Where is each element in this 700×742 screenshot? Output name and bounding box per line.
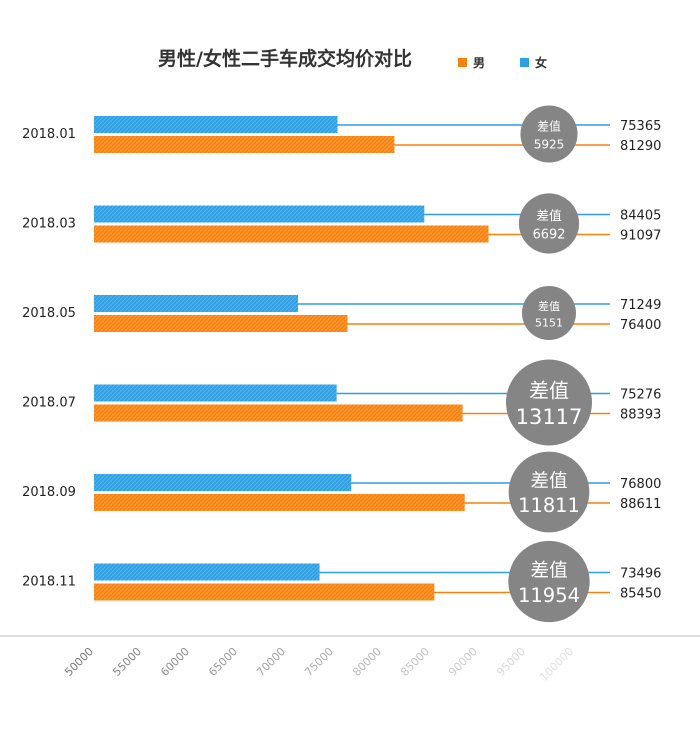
x-tick-label-6: 80000 [350, 645, 384, 679]
bar-female-texture-5 [94, 563, 320, 581]
category-label-4: 2018.09 [22, 485, 76, 500]
legend-swatch-1 [520, 58, 529, 67]
bar-male-texture-4 [94, 494, 465, 511]
value-female-5: 73496 [620, 567, 661, 582]
bar-male-texture-2 [94, 315, 348, 332]
bar-female-texture-4 [94, 474, 352, 491]
difference-bubble-3 [506, 359, 592, 446]
difference-title-4: 差值 [530, 471, 567, 492]
plot-area: 2018.01 75365 81290 差值 5925 2018.03 84405 91097… [22, 105, 661, 623]
x-tick-label-1: 55000 [110, 645, 144, 679]
difference-bubble-5 [508, 540, 590, 623]
difference-value-4: 11811 [518, 494, 580, 517]
x-tick-label-0: 50000 [62, 645, 96, 679]
bar-male-texture-5 [94, 583, 435, 601]
difference-value-2: 5151 [535, 317, 563, 330]
x-tick-label-9: 95000 [494, 645, 528, 679]
value-male-2: 76400 [620, 318, 661, 333]
difference-value-3: 13117 [516, 405, 583, 429]
category-label-3: 2018.07 [22, 396, 76, 411]
bar-female-texture-0 [94, 116, 338, 133]
x-axis-ticks: 50000 55000 60000 65000 70000 75000 80000 85000… [62, 645, 576, 684]
legend-swatch-0 [458, 58, 467, 67]
legend-label-1: 女 [535, 55, 547, 70]
bar-female-texture-1 [94, 205, 425, 223]
difference-value-0: 5925 [534, 137, 565, 151]
value-female-1: 84405 [620, 209, 661, 224]
bar-male-texture-1 [94, 225, 489, 243]
legend-label-0: 男 [473, 56, 485, 70]
value-male-5: 85450 [620, 587, 661, 602]
category-label-5: 2018.11 [22, 575, 76, 590]
difference-title-3: 差值 [529, 378, 569, 402]
difference-title-1: 差值 [536, 208, 562, 223]
difference-bubble-1 [518, 193, 580, 254]
value-female-3: 75276 [620, 388, 661, 403]
value-male-1: 91097 [620, 229, 661, 244]
legend: 男女 [458, 55, 547, 70]
x-tick-label-4: 70000 [254, 645, 288, 679]
difference-value-1: 6692 [533, 228, 566, 243]
x-tick-label-8: 90000 [446, 645, 480, 679]
x-tick-label-10: 100000 [537, 645, 576, 684]
difference-bubble-4 [508, 451, 590, 533]
difference-bubble-0 [520, 105, 578, 163]
value-female-2: 71249 [620, 298, 661, 313]
x-tick-label-5: 75000 [302, 645, 336, 679]
chart-title: 男性/女性二手车成交均价对比 [158, 47, 412, 70]
difference-value-5: 11954 [518, 584, 580, 607]
value-male-4: 88611 [620, 497, 661, 512]
difference-title-2: 差值 [538, 299, 560, 313]
difference-bubble-2 [522, 286, 576, 340]
value-female-4: 76800 [620, 477, 661, 492]
difference-title-0: 差值 [537, 120, 561, 134]
x-tick-label-2: 60000 [158, 645, 192, 679]
x-tick-label-7: 85000 [398, 645, 432, 679]
value-female-0: 75365 [620, 119, 661, 134]
x-tick-label-3: 65000 [206, 645, 240, 679]
bar-male-texture-3 [94, 404, 463, 422]
bar-female-texture-3 [94, 384, 337, 402]
bar-female-texture-2 [94, 295, 298, 312]
category-label-2: 2018.05 [22, 306, 76, 321]
category-label-1: 2018.03 [22, 217, 76, 232]
value-male-0: 81290 [620, 139, 661, 154]
bar-male-texture-0 [94, 136, 395, 153]
difference-title-5: 差值 [530, 561, 567, 582]
category-label-0: 2018.01 [22, 127, 76, 142]
value-male-3: 88393 [620, 408, 661, 423]
